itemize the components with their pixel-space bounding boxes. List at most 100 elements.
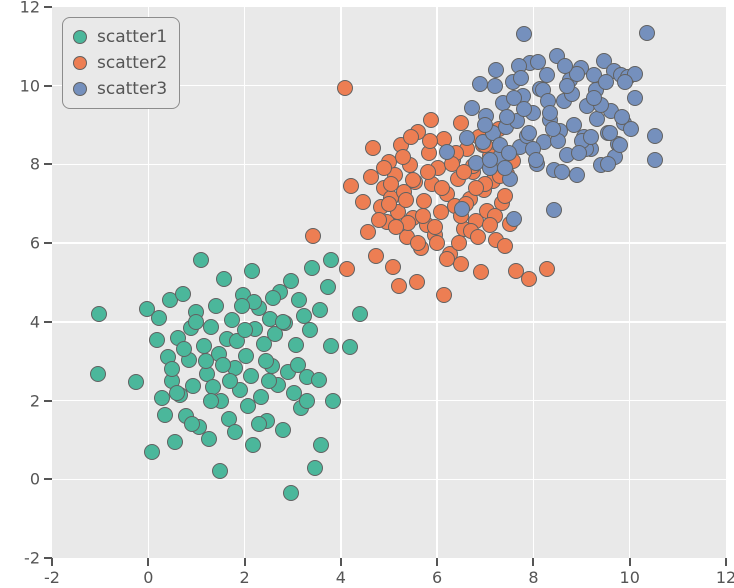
scatter-marker-scatter3: [647, 152, 663, 168]
xtick-label: 2: [239, 568, 249, 587]
xtick-label: 6: [432, 568, 442, 587]
ytick: [44, 400, 52, 402]
scatter-marker-scatter3: [482, 152, 498, 168]
ytick: [44, 321, 52, 323]
scatter-marker-scatter3: [545, 121, 561, 137]
scatter-marker-scatter3: [569, 167, 585, 183]
scatter-marker-scatter2: [422, 133, 438, 149]
legend-row: scatter3: [73, 76, 167, 102]
scatter-marker-scatter1: [184, 416, 200, 432]
scatter-marker-scatter1: [169, 385, 185, 401]
scatter-marker-scatter1: [167, 434, 183, 450]
scatter-marker-scatter1: [90, 366, 106, 382]
scatter-marker-scatter1: [164, 361, 180, 377]
scatter-marker-scatter1: [201, 431, 217, 447]
gridline-h: [52, 242, 726, 244]
ytick-label: 0: [30, 470, 40, 489]
scatter-marker-scatter3: [598, 74, 614, 90]
scatter-marker-scatter1: [313, 437, 329, 453]
scatter-marker-scatter2: [423, 112, 439, 128]
scatter-marker-scatter1: [151, 310, 167, 326]
scatter-marker-scatter1: [154, 390, 170, 406]
xtick: [244, 558, 246, 566]
scatter-marker-scatter3: [459, 130, 475, 146]
scatter-marker-scatter1: [304, 260, 320, 276]
xtick-label: 0: [143, 568, 153, 587]
scatter-marker-scatter3: [627, 90, 643, 106]
scatter-marker-scatter1: [203, 393, 219, 409]
scatter-marker-scatter2: [427, 219, 443, 235]
scatter-marker-scatter2: [388, 219, 404, 235]
scatter-marker-scatter3: [516, 26, 532, 42]
scatter-marker-scatter2: [355, 194, 371, 210]
scatter-marker-scatter2: [420, 164, 436, 180]
scatter-marker-scatter1: [320, 279, 336, 295]
scatter-marker-scatter2: [395, 149, 411, 165]
xtick: [147, 558, 149, 566]
scatter-marker-scatter1: [198, 353, 214, 369]
scatter-marker-scatter2: [497, 188, 513, 204]
scatter-marker-scatter1: [176, 341, 192, 357]
scatter-marker-scatter1: [175, 286, 191, 302]
scatter-marker-scatter2: [360, 224, 376, 240]
scatter-marker-scatter1: [216, 271, 232, 287]
scatter-marker-scatter3: [487, 78, 503, 94]
legend: scatter1 scatter2scatter3: [62, 17, 180, 109]
scatter-chart: -2024681012-2024681012scatter1scatter2sc…: [0, 0, 734, 588]
scatter-marker-scatter3: [586, 90, 602, 106]
scatter-marker-scatter2: [539, 261, 555, 277]
scatter-marker-scatter2: [521, 271, 537, 287]
scatter-marker-scatter2: [368, 248, 384, 264]
scatter-marker-scatter3: [501, 145, 517, 161]
scatter-marker-scatter1: [283, 273, 299, 289]
xtick: [340, 558, 342, 566]
legend-row: scatter2: [73, 50, 167, 76]
scatter-marker-scatter1: [243, 368, 259, 384]
scatter-marker-scatter1: [352, 306, 368, 322]
scatter-marker-scatter1: [193, 252, 209, 268]
scatter-marker-scatter2: [383, 176, 399, 192]
ytick-label: 8: [30, 155, 40, 174]
scatter-marker-scatter3: [506, 211, 522, 227]
xtick: [725, 558, 727, 566]
legend-swatch-icon: [73, 82, 87, 96]
scatter-marker-scatter1: [290, 357, 306, 373]
scatter-marker-scatter1: [188, 314, 204, 330]
scatter-marker-scatter1: [149, 332, 165, 348]
scatter-marker-scatter2: [337, 80, 353, 96]
scatter-marker-scatter3: [557, 58, 573, 74]
scatter-marker-scatter3: [542, 105, 558, 121]
scatter-marker-scatter1: [203, 319, 219, 335]
xtick: [51, 558, 53, 566]
scatter-marker-scatter3: [554, 164, 570, 180]
scatter-marker-scatter2: [473, 264, 489, 280]
scatter-marker-scatter2: [451, 235, 467, 251]
scatter-marker-scatter3: [600, 156, 616, 172]
scatter-marker-scatter1: [208, 298, 224, 314]
ytick: [44, 242, 52, 244]
legend-label: scatter1: [97, 27, 167, 47]
legend-swatch-icon: [73, 30, 87, 44]
scatter-marker-scatter3: [521, 125, 537, 141]
scatter-marker-scatter2: [410, 235, 426, 251]
scatter-marker-scatter2: [405, 172, 421, 188]
scatter-marker-scatter1: [283, 485, 299, 501]
ytick-label: 6: [30, 234, 40, 253]
xtick: [436, 558, 438, 566]
scatter-marker-scatter2: [453, 256, 469, 272]
ytick: [44, 85, 52, 87]
scatter-marker-scatter2: [429, 235, 445, 251]
scatter-marker-scatter2: [376, 160, 392, 176]
scatter-marker-scatter1: [288, 337, 304, 353]
scatter-marker-scatter2: [391, 278, 407, 294]
scatter-marker-scatter3: [571, 145, 587, 161]
xtick: [629, 558, 631, 566]
scatter-marker-scatter2: [305, 228, 321, 244]
scatter-marker-scatter1: [323, 338, 339, 354]
scatter-marker-scatter3: [614, 109, 630, 125]
ytick-label: 12: [20, 0, 40, 17]
scatter-marker-scatter3: [516, 101, 532, 117]
scatter-marker-scatter3: [513, 70, 529, 86]
xtick: [532, 558, 534, 566]
scatter-marker-scatter2: [385, 259, 401, 275]
